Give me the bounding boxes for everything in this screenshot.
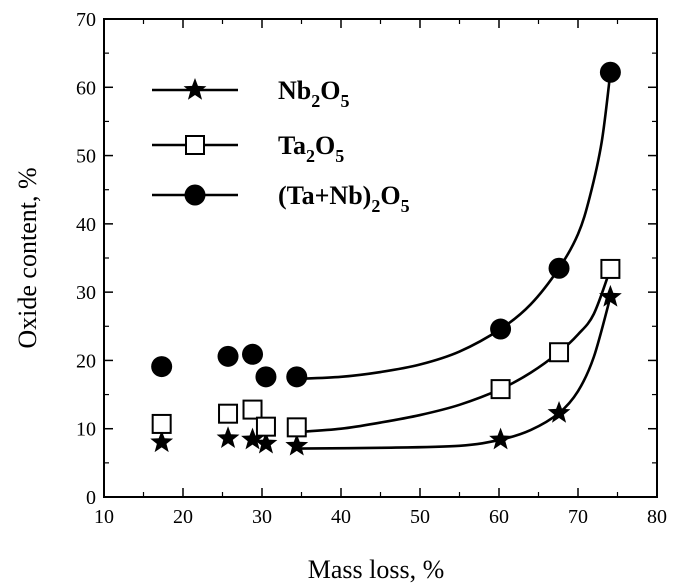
data-point-series-1 [218,403,239,424]
data-point-series-2 [242,343,264,365]
x-tick-label: 30 [252,506,272,528]
x-axis-title: Mass loss, % [308,555,445,584]
x-tick-label: 50 [410,506,430,528]
data-point-series-0 [241,427,264,450]
data-point-series-0 [216,426,240,448]
data-point-series-2 [217,345,239,367]
data-point-series-1 [242,399,263,420]
data-point-series-1 [151,413,172,434]
legend-label-series-0: Nb2O5 [278,76,349,111]
data-point-series-0 [489,427,512,450]
legend-marker-series-2 [184,184,206,206]
x-tick-label: 70 [568,506,588,528]
x-tick-label: 40 [331,506,351,528]
y-tick-label: 0 [86,487,96,509]
y-tick-label: 40 [76,214,96,236]
data-point-series-2 [151,356,173,378]
y-tick-label: 50 [76,146,96,168]
y-tick-label: 10 [76,419,96,441]
legend-marker-series-1 [185,135,205,155]
data-point-series-0 [598,284,622,307]
legend-label-series-1: Ta2O5 [278,131,344,166]
data-point-series-2 [490,318,512,340]
data-point-series-1 [549,342,570,363]
legend-marker-series-0 [183,78,207,100]
data-markers [150,61,622,456]
data-point-series-0 [547,401,571,423]
data-point-series-2 [599,61,621,83]
legend-label-series-2: (Ta+Nb)2O5 [278,181,410,216]
legend: Nb2O5 Ta2O5 (Ta+Nb)2O5 [152,76,410,216]
fit-curve-series-0 [296,296,612,450]
data-point-series-2 [286,366,308,388]
y-tick-label: 70 [76,9,96,31]
x-tick-label: 10 [94,506,114,528]
x-tick-label: 20 [173,506,193,528]
data-point-series-1 [255,416,276,437]
y-axis-title: Oxide content, % [13,167,42,348]
data-point-series-2 [255,366,277,388]
data-point-series-1 [286,417,307,438]
y-tick-label: 60 [76,77,96,99]
fit-curve-series-2 [296,72,612,381]
data-point-series-2 [548,257,570,279]
x-tick-label: 60 [489,506,509,528]
data-point-series-1 [600,258,621,279]
y-tick-label: 30 [76,282,96,304]
data-point-series-0 [254,431,278,454]
data-point-series-1 [490,379,511,400]
y-tick-label: 20 [76,350,96,372]
x-tick-label: 80 [647,506,667,528]
data-point-series-0 [150,430,174,453]
data-point-series-0 [285,433,309,456]
